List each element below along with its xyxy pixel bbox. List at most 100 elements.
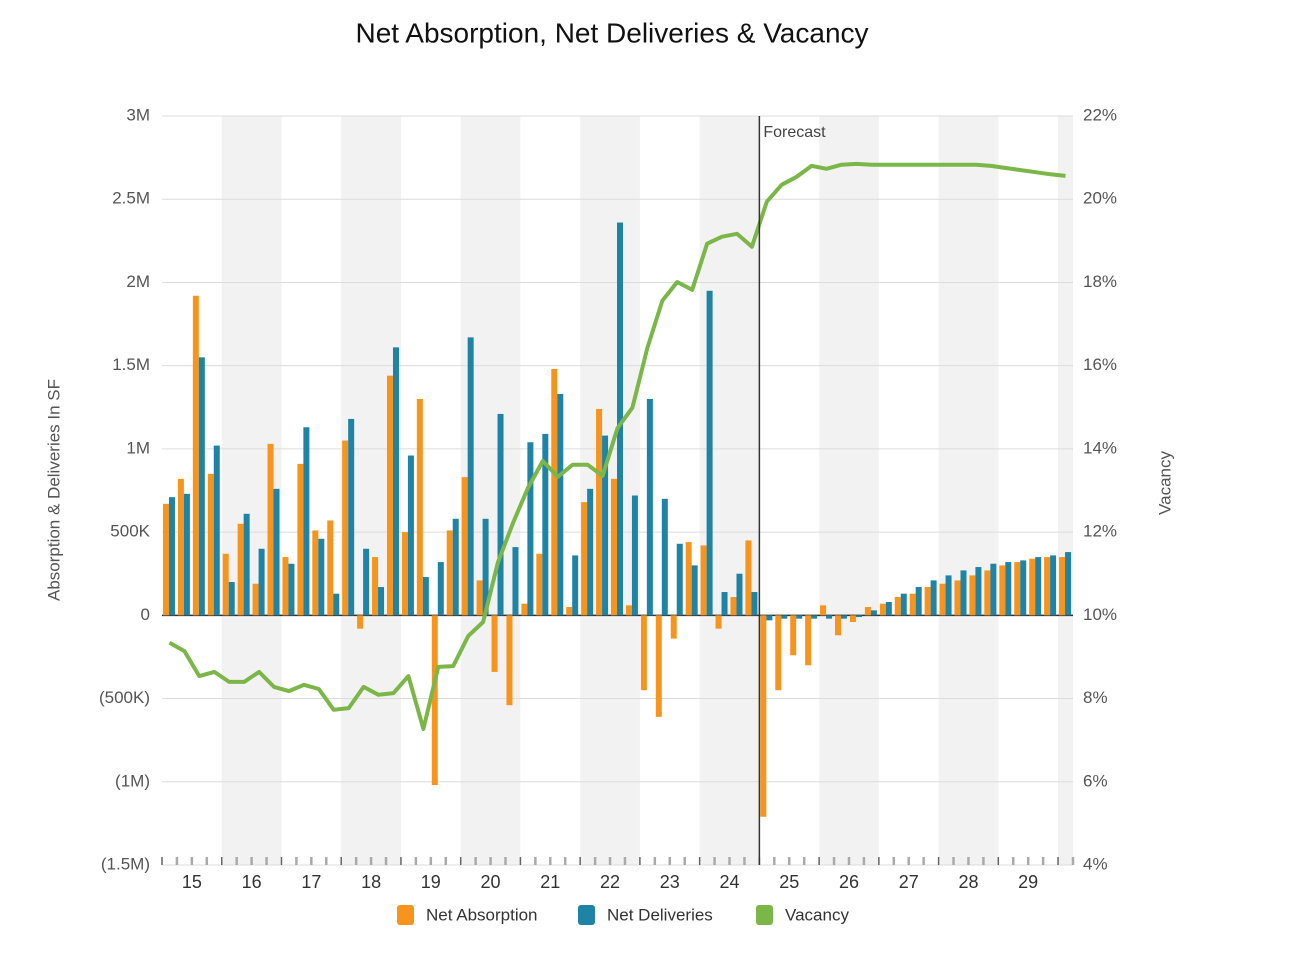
bar <box>192 295 199 616</box>
bar <box>237 523 244 616</box>
y-tick-label: (1M) <box>115 771 150 790</box>
bar <box>401 532 408 616</box>
y-tick-label: (1.5M) <box>101 854 150 873</box>
legend-swatch <box>397 905 414 925</box>
year-band <box>819 116 879 865</box>
y2-tick-label: 14% <box>1083 438 1117 457</box>
bar <box>691 565 698 616</box>
bar <box>745 540 752 616</box>
bar <box>467 337 474 616</box>
bar <box>835 615 842 636</box>
bar <box>855 615 862 617</box>
annotation: Forecast <box>763 124 826 141</box>
bar <box>282 557 289 616</box>
bar <box>1065 552 1072 616</box>
bar <box>811 615 818 619</box>
bar <box>706 290 713 616</box>
bar <box>536 553 543 616</box>
y2-tick-label: 4% <box>1083 854 1108 873</box>
bar <box>1059 557 1066 616</box>
bar <box>461 477 468 616</box>
bar <box>527 442 534 616</box>
line <box>168 161 1066 731</box>
y-tick-label: (500K) <box>99 688 150 707</box>
bar <box>900 593 907 616</box>
bar <box>766 615 773 621</box>
bar <box>252 583 259 616</box>
bar <box>168 497 175 616</box>
y-tick-label: 1M <box>126 438 150 457</box>
bar <box>183 493 190 616</box>
bar <box>297 463 304 616</box>
bar <box>243 513 250 616</box>
bar <box>177 478 184 616</box>
x-tick-label: 27 <box>899 872 919 892</box>
bar <box>805 615 812 666</box>
bar <box>617 222 623 616</box>
y-tick-label: 500K <box>110 522 150 541</box>
bar <box>730 597 737 616</box>
x-tick-label: 16 <box>242 872 262 892</box>
bar <box>228 582 235 616</box>
y2-tick-label: 12% <box>1083 522 1117 541</box>
y2-tick-label: 10% <box>1083 605 1117 624</box>
bar <box>602 435 609 616</box>
bar <box>372 557 379 616</box>
bar <box>611 478 617 616</box>
x-tick-label: 24 <box>719 872 739 892</box>
bar <box>437 562 444 616</box>
bar <box>975 567 982 616</box>
bar <box>512 547 519 616</box>
legend-label: Net Absorption <box>426 905 538 924</box>
bar <box>625 605 632 616</box>
bar <box>870 610 877 616</box>
bar <box>885 602 892 616</box>
y2-tick-label: 6% <box>1083 771 1108 790</box>
x-tick-label: 15 <box>182 872 202 892</box>
legend-label: Net Deliveries <box>607 905 713 924</box>
bar <box>661 498 668 616</box>
bar <box>775 615 782 691</box>
bar <box>222 553 229 616</box>
year-band <box>1058 116 1073 865</box>
y-tick-label: 1.5M <box>112 355 150 374</box>
bar <box>670 615 677 639</box>
y2-tick-label: 18% <box>1083 272 1117 291</box>
bar <box>312 530 319 616</box>
bar <box>736 573 743 616</box>
bar <box>267 443 274 616</box>
bar <box>348 418 355 616</box>
x-tick-label: 19 <box>421 872 441 892</box>
bar <box>551 368 558 616</box>
x-tick-label: 29 <box>1018 872 1038 892</box>
bar <box>581 502 588 616</box>
bar <box>497 413 504 616</box>
y-tick-label: 2M <box>126 272 150 291</box>
bar <box>655 615 662 717</box>
bar <box>407 455 414 616</box>
bar <box>826 615 833 619</box>
bar <box>1020 560 1027 616</box>
bar <box>363 548 370 616</box>
bar <box>969 575 976 616</box>
y-tick-label: 3M <box>126 105 150 124</box>
bar <box>572 555 579 616</box>
bar <box>930 580 937 616</box>
y2-tick-label: 8% <box>1083 688 1108 707</box>
bar <box>333 593 340 616</box>
y-tick-label: 2.5M <box>112 189 150 208</box>
bar <box>631 495 638 616</box>
bar <box>378 587 385 616</box>
y2-axis-label: Vacancy <box>1155 451 1174 515</box>
bar <box>491 615 498 672</box>
bar <box>521 603 528 616</box>
bar <box>841 615 848 619</box>
bar <box>894 597 901 616</box>
y2-tick-label: 16% <box>1083 355 1117 374</box>
bar <box>318 538 325 616</box>
bar <box>909 593 916 616</box>
bar <box>357 615 364 629</box>
bar <box>721 592 728 616</box>
bar <box>1035 557 1042 616</box>
bar <box>542 433 549 616</box>
